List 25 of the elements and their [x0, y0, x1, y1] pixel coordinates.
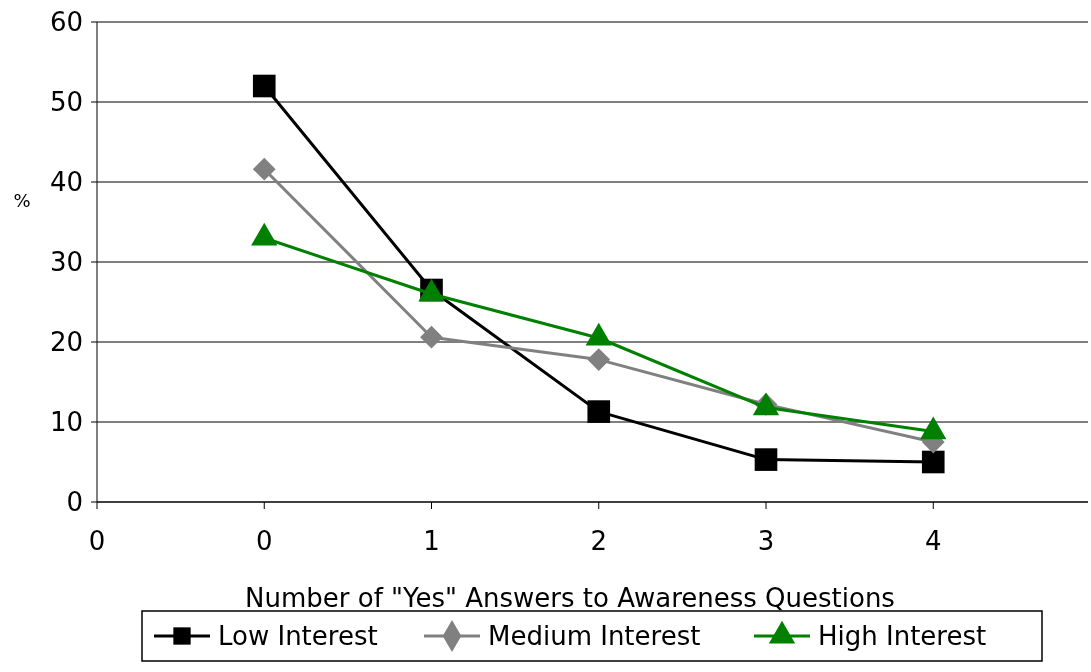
- x-tick-label: 0: [88, 526, 106, 556]
- x-tick-label: 3: [757, 526, 775, 556]
- y-tick-label: 0: [66, 487, 83, 518]
- legend-label: Medium Interest: [488, 621, 701, 652]
- x-tick-label: 4: [924, 526, 942, 556]
- y-tick-label: 60: [49, 7, 83, 38]
- point: [754, 448, 778, 471]
- y-tick-label: 50: [49, 87, 83, 118]
- point: [252, 74, 276, 98]
- point: [252, 157, 276, 181]
- x-axis-title: Number of "Yes" Answers to Awareness Questions: [245, 583, 895, 613]
- x-tick-label: 1: [423, 526, 440, 556]
- legend-label: High Interest: [818, 621, 987, 652]
- y-tick-label: 20: [49, 327, 83, 358]
- point: [921, 450, 945, 474]
- point: [587, 400, 611, 423]
- y-tick-label: 40: [49, 167, 83, 198]
- legend-label: Low Interest: [218, 621, 378, 652]
- point: [420, 325, 443, 349]
- point: [587, 348, 611, 371]
- y-axis-title: %: [13, 190, 31, 211]
- y-tick-label: 30: [49, 247, 83, 278]
- y-tick-label: 10: [49, 407, 83, 438]
- x-tick-label: 2: [590, 526, 608, 556]
- x-tick-label: 0: [255, 526, 273, 556]
